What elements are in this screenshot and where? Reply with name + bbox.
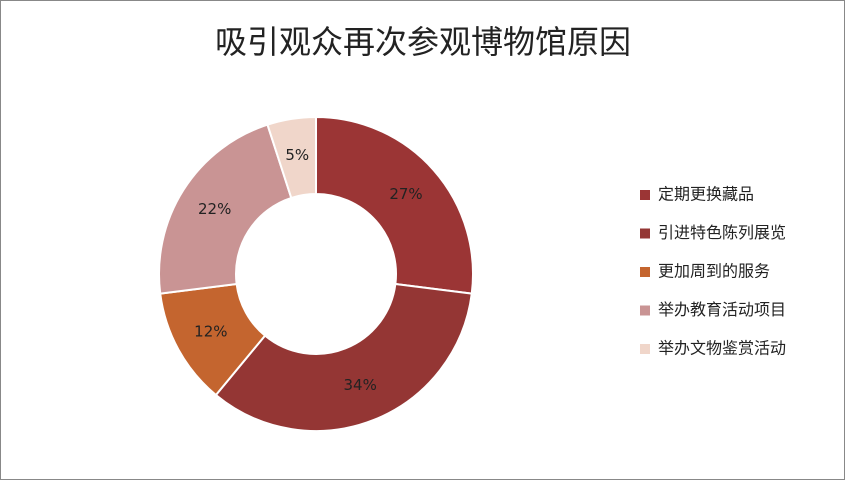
data-label: 12% (194, 322, 227, 340)
data-label: 34% (344, 376, 377, 394)
donut-slice (315, 115, 474, 295)
legend-label: 引进特色陈列展览 (658, 223, 786, 242)
donut-slice (214, 282, 473, 432)
data-label: 27% (389, 185, 422, 203)
donut-slice (266, 115, 317, 200)
legend-label: 举办教育活动项目 (658, 300, 786, 319)
legend-swatch (640, 190, 650, 200)
legend-swatch (640, 344, 650, 354)
legend-swatch (640, 267, 650, 277)
legend-label: 更加周到的服务 (658, 262, 770, 281)
legend-swatch (640, 228, 650, 239)
donut-slice (158, 123, 293, 295)
chart-title: 吸引观众再次参观博物馆原因 (215, 23, 631, 61)
legend-swatch (640, 305, 650, 316)
data-label: 5% (285, 146, 309, 164)
data-label: 22% (198, 200, 231, 218)
legend-label: 定期更换藏品 (658, 185, 754, 204)
legend-label: 举办文物鉴赏活动 (658, 339, 786, 358)
